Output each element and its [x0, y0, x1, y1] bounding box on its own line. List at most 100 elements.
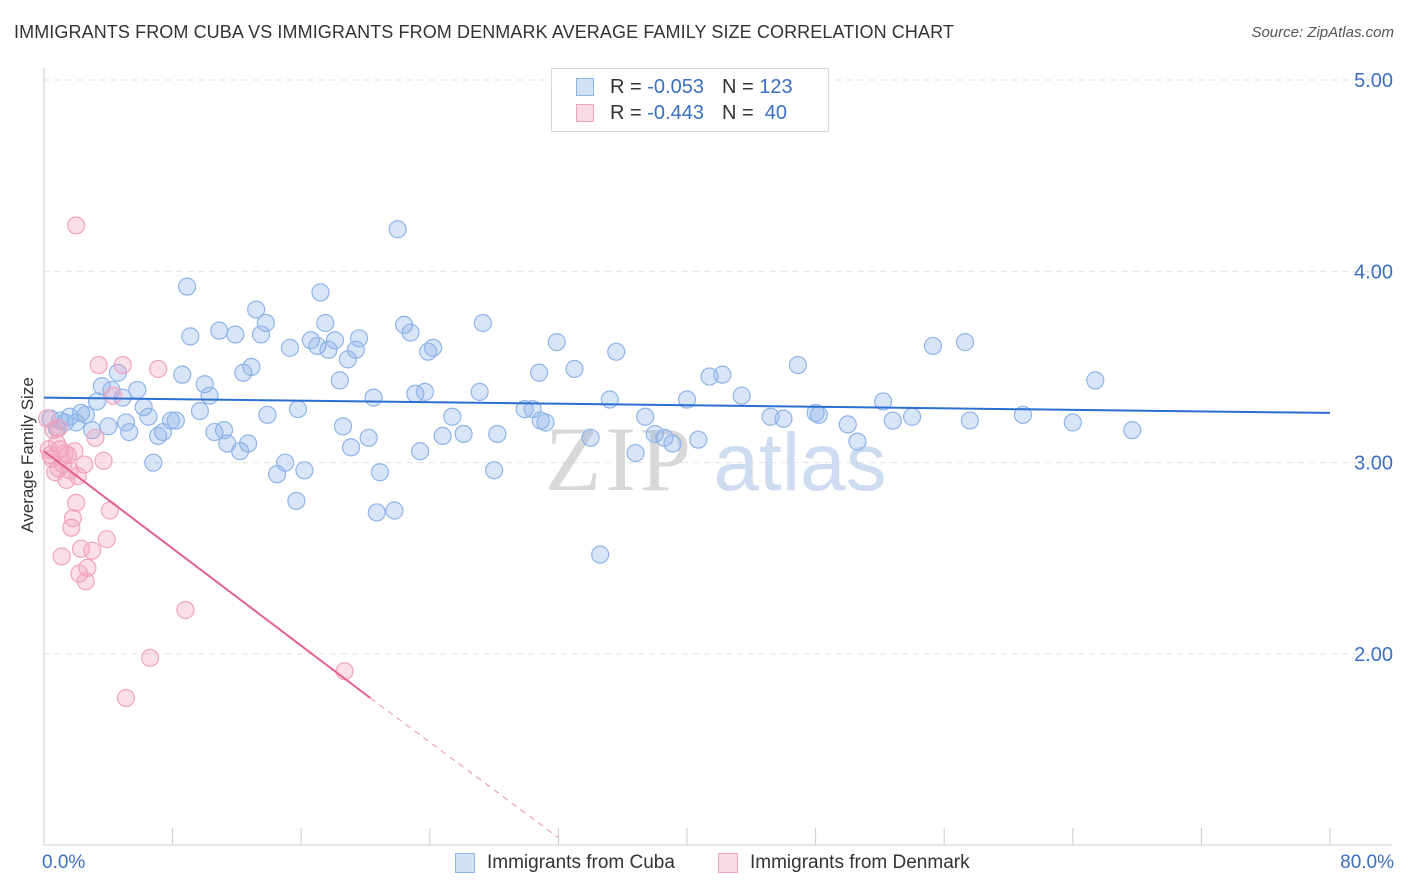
data-point	[78, 558, 97, 578]
data-point	[144, 453, 163, 472]
watermark-zip: ZIP	[545, 408, 695, 510]
x-tick-label-min: 0.0%	[42, 852, 86, 873]
data-point	[636, 407, 655, 426]
data-point	[335, 662, 354, 681]
data-point	[166, 411, 185, 430]
legend-n-label: N =	[721, 101, 754, 124]
data-point	[454, 424, 473, 444]
data-point	[195, 375, 214, 394]
data-point	[190, 401, 210, 421]
bottom-legend-label-cuba: Immigrants from Cuba	[487, 852, 675, 873]
data-point	[280, 338, 300, 357]
data-point	[423, 338, 443, 357]
data-point	[104, 386, 123, 405]
trend-line-cuba	[43, 396, 1331, 414]
data-point	[242, 357, 261, 377]
data-point	[364, 388, 383, 407]
data-point	[433, 426, 452, 445]
data-point	[316, 313, 335, 333]
data-point	[325, 331, 345, 350]
data-point	[530, 363, 549, 382]
bottom-legend-swatch-denmark	[718, 853, 738, 873]
data-point	[677, 390, 697, 409]
series-cuba-points	[41, 220, 1142, 564]
legend-n-value: 123	[759, 75, 793, 98]
data-point	[173, 365, 192, 384]
bottom-legend-label-denmark: Immigrants from Denmark	[750, 852, 970, 873]
legend-row-denmark: R = -0.443 N = 40	[576, 101, 787, 125]
trend-line-denmark	[43, 450, 371, 699]
data-point	[89, 355, 108, 375]
data-point	[97, 530, 116, 549]
data-point	[591, 545, 610, 564]
y-tick-label: 5.00	[1354, 70, 1393, 92]
data-point	[49, 419, 68, 438]
data-point	[295, 461, 314, 480]
data-point	[76, 405, 95, 424]
data-point	[788, 355, 808, 375]
data-point	[86, 428, 105, 447]
data-point	[149, 359, 168, 379]
data-point	[367, 503, 386, 522]
data-point	[370, 463, 390, 482]
series-denmark-points	[38, 216, 354, 708]
data-point	[181, 327, 200, 346]
legend-row-cuba: R = -0.053 N = 123	[576, 75, 793, 99]
data-point	[838, 415, 857, 434]
y-tick-label: 2.00	[1354, 644, 1393, 666]
data-point	[341, 438, 361, 457]
watermark-atlas: atlas	[713, 417, 886, 508]
data-point	[67, 216, 86, 235]
data-point	[473, 313, 492, 333]
x-tick-label-max: 80.0%	[1340, 852, 1394, 873]
data-point	[311, 283, 330, 302]
data-point	[359, 428, 378, 447]
data-point	[258, 405, 277, 424]
data-point	[176, 600, 195, 620]
data-point	[87, 392, 107, 411]
data-point	[288, 399, 308, 419]
data-point	[732, 386, 751, 405]
data-point	[71, 539, 91, 558]
bottom-legend-denmark: Immigrants from Denmark	[718, 852, 970, 874]
data-point	[385, 501, 404, 520]
data-point	[83, 541, 102, 560]
data-point	[57, 470, 76, 489]
data-point	[645, 424, 664, 444]
data-point	[128, 380, 147, 400]
data-point	[239, 434, 258, 453]
data-point	[63, 509, 83, 528]
data-point	[116, 688, 136, 708]
data-point	[177, 277, 197, 296]
data-point	[1063, 413, 1082, 432]
data-point	[76, 572, 95, 591]
data-point	[470, 382, 489, 401]
legend-box: R = -0.053 N = 123 R = -0.443 N = 40	[551, 68, 829, 132]
data-point	[443, 407, 462, 426]
data-point	[139, 407, 158, 426]
data-point	[287, 491, 306, 511]
data-point	[488, 424, 507, 444]
data-point	[52, 547, 71, 566]
legend-r-value: -0.443	[647, 101, 704, 124]
data-point	[214, 421, 234, 440]
data-point	[485, 461, 504, 480]
data-point	[120, 422, 139, 442]
data-point	[774, 409, 793, 428]
data-point	[161, 411, 181, 430]
bottom-legend-swatch-cuba	[455, 853, 475, 873]
data-point	[330, 371, 349, 390]
data-point	[67, 413, 86, 432]
data-point	[226, 325, 245, 344]
data-point	[1013, 405, 1033, 424]
source-label: Source: ZipAtlas.com	[1251, 24, 1394, 41]
trend-line-denmark-extension	[369, 697, 559, 839]
data-point	[902, 407, 922, 426]
y-tick-label: 3.00	[1354, 453, 1393, 475]
data-point	[1123, 421, 1142, 440]
trend-lines	[43, 396, 1331, 839]
data-point	[401, 323, 420, 342]
data-point	[65, 442, 84, 461]
data-point	[346, 340, 365, 359]
data-point	[247, 300, 266, 319]
